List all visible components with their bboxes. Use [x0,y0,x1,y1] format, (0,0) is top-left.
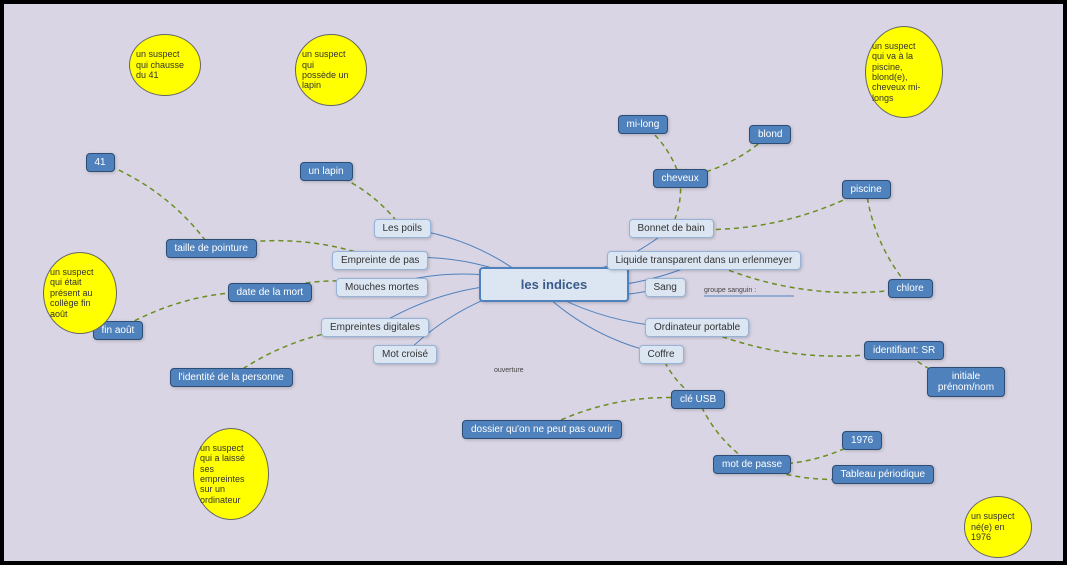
outer-node-tableau[interactable]: Tableau périodique [832,465,935,484]
outer-node-taille[interactable]: taille de pointure [166,239,257,258]
inner-node-liquide[interactable]: Liquide transparent dans un erlenmeyer [607,251,802,270]
inner-node-empreinte_pas[interactable]: Empreinte de pas [332,251,428,270]
sticky-note-s1[interactable]: un suspectqui chaussedu 41 [129,34,201,96]
edge-piscine-chlore [866,189,910,288]
outer-node-cle_usb[interactable]: clé USB [671,390,725,409]
inner-node-mouches[interactable]: Mouches mortes [336,278,428,297]
sticky-note-s6[interactable]: un suspectné(e) en1976 [964,496,1032,558]
outer-node-date_mort[interactable]: date de la mort [228,283,313,302]
inner-node-poils[interactable]: Les poils [374,219,431,238]
outer-node-identifiant[interactable]: identifiant: SR [864,341,944,360]
inner-node-sang[interactable]: Sang [645,278,686,297]
inner-node-mot_croise[interactable]: Mot croisé [373,345,437,364]
edge-label-ouverture: ouverture [494,367,524,374]
outer-node-dossier[interactable]: dossier qu'on ne peut pas ouvrir [462,420,622,439]
outer-node-n41[interactable]: 41 [86,153,115,172]
outer-node-mot_passe[interactable]: mot de passe [713,455,791,474]
outer-node-milong[interactable]: mi-long [618,115,669,134]
sticky-note-s5[interactable]: un suspectqui a laissésesempreintessur u… [193,428,269,520]
center-node[interactable]: les indices [479,267,629,302]
outer-node-piscine[interactable]: piscine [842,180,891,199]
edge-taille-n41 [100,162,211,248]
outer-node-initiale[interactable]: initiale prénom/nom [927,367,1005,397]
mindmap-canvas: les indices Les poils Empreinte de pas Mouc… [0,0,1067,565]
inner-node-ordinateur[interactable]: Ordinateur portable [645,318,749,337]
inner-node-empreintes_dig[interactable]: Empreintes digitales [321,318,429,337]
outer-node-blond[interactable]: blond [749,125,791,144]
outer-node-chlore[interactable]: chlore [888,279,933,298]
edge-label-groupe: groupe sanguin : [704,287,756,294]
sticky-note-s3[interactable]: un suspectqui va à lapiscine,blond(e),ch… [865,26,943,118]
sticky-note-s2[interactable]: un suspectquipossède unlapin [295,34,367,106]
outer-node-lapin[interactable]: un lapin [300,162,353,181]
outer-node-n1976[interactable]: 1976 [842,431,882,450]
outer-node-identite[interactable]: l'identité de la personne [170,368,293,387]
outer-node-cheveux[interactable]: cheveux [653,169,708,188]
sticky-note-s4[interactable]: un suspectqui étaitprésent aucollège fin… [43,252,117,334]
inner-node-bonnet[interactable]: Bonnet de bain [629,219,714,238]
inner-node-coffre[interactable]: Coffre [639,345,684,364]
